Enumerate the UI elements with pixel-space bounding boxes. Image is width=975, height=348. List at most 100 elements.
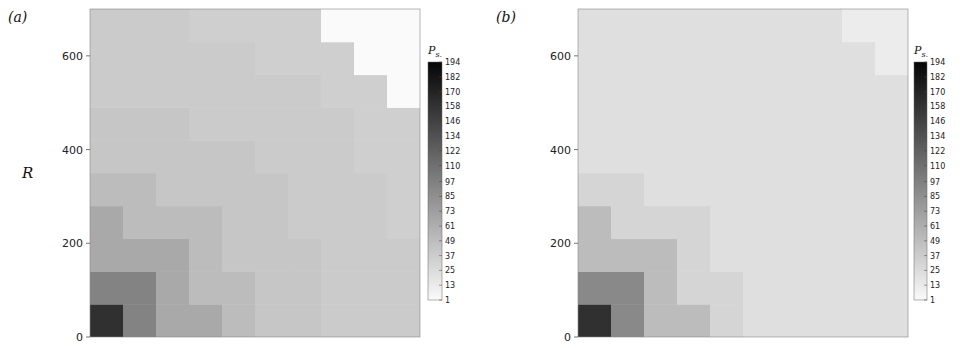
cell	[611, 173, 645, 206]
cell	[354, 173, 388, 206]
cell	[156, 42, 190, 75]
cell	[222, 107, 256, 140]
cell	[809, 239, 843, 272]
figure: 0200400600(a)R11325374961738597110122134…	[0, 0, 975, 348]
cell	[743, 173, 777, 206]
cell	[189, 107, 223, 140]
colorbar-tick	[924, 300, 927, 301]
colorbar-tick	[439, 196, 442, 197]
cell	[743, 206, 777, 239]
cell	[875, 42, 908, 75]
colorbar-tick-label: 1	[445, 296, 450, 305]
cell	[123, 107, 157, 140]
frame	[90, 9, 420, 337]
cell	[842, 42, 876, 75]
colorbar-tick-label: 49	[930, 237, 940, 246]
cell	[611, 75, 645, 108]
colorbar-tick-label: 85	[930, 192, 940, 201]
colorbar-tick-label: 146	[445, 117, 460, 126]
cell	[189, 271, 223, 304]
y-tick-label: 400	[62, 144, 83, 157]
cell	[644, 42, 678, 75]
y-tick	[574, 243, 578, 244]
cell	[776, 239, 810, 272]
cell	[875, 206, 908, 239]
cell	[255, 239, 289, 272]
cell	[644, 206, 678, 239]
colorbar-tick-label: 13	[930, 281, 940, 290]
cell	[255, 271, 289, 304]
cell	[123, 304, 157, 337]
colorbar-tick-label: 85	[445, 192, 455, 201]
cell	[842, 271, 876, 304]
cell	[644, 107, 678, 140]
cell	[710, 107, 744, 140]
colorbar-tick	[439, 76, 442, 77]
cell	[644, 304, 678, 337]
cell	[255, 107, 289, 140]
cell	[222, 304, 256, 337]
cell	[776, 75, 810, 108]
colorbar-tick-label: 134	[930, 132, 945, 141]
y-tick	[574, 149, 578, 150]
panel: 0200400600(b)113253749617385971101221341…	[496, 9, 945, 344]
cell	[710, 239, 744, 272]
cell	[809, 42, 843, 75]
colorbar-tick-label: 73	[930, 207, 940, 216]
cell	[875, 9, 908, 42]
cell	[710, 140, 744, 173]
colorbar-tick-label: 97	[445, 178, 455, 187]
cell	[387, 271, 420, 304]
cell	[875, 304, 908, 337]
cell	[354, 107, 388, 140]
cell	[354, 9, 388, 42]
cell	[710, 42, 744, 75]
cell	[354, 271, 388, 304]
cell	[321, 75, 355, 108]
cell	[842, 107, 876, 140]
cell	[875, 75, 908, 108]
cell	[743, 9, 777, 42]
cell	[776, 271, 810, 304]
cell	[710, 9, 744, 42]
colorbar-tick-label: 49	[445, 237, 455, 246]
cell	[354, 239, 388, 272]
colorbar-tick-label: 110	[445, 162, 460, 171]
colorbar-tick	[439, 211, 442, 212]
cell	[387, 140, 420, 173]
cell	[611, 9, 645, 42]
cell	[644, 271, 678, 304]
colorbar-tick	[439, 62, 442, 63]
cell	[321, 304, 355, 337]
colorbar-tick-label: 110	[930, 162, 945, 171]
cell	[387, 9, 420, 42]
colorbar-tick-label: 1	[930, 296, 935, 305]
cell	[354, 206, 388, 239]
cell	[387, 304, 420, 337]
y-tick	[574, 337, 578, 338]
cell	[875, 107, 908, 140]
colorbar-tick-label: 158	[445, 102, 460, 111]
heatmap	[578, 9, 908, 337]
cell	[189, 173, 223, 206]
cell	[222, 9, 256, 42]
y-tick	[86, 243, 90, 244]
cell	[710, 271, 744, 304]
cell	[611, 107, 645, 140]
frame	[578, 9, 908, 337]
colorbar-tick	[924, 270, 927, 271]
colorbar-tick	[439, 181, 442, 182]
colorbar-tick-label: 61	[445, 222, 455, 231]
cell	[189, 75, 223, 108]
colorbar-tick	[924, 76, 927, 77]
colorbar-tick-label: 37	[930, 252, 940, 261]
cell	[354, 75, 388, 108]
cell	[578, 173, 612, 206]
colorbar-tick-label: 73	[445, 207, 455, 216]
cell	[123, 206, 157, 239]
cell	[578, 42, 612, 75]
cell	[156, 304, 190, 337]
cell	[875, 140, 908, 173]
cell	[578, 75, 612, 108]
colorbar-tick	[924, 135, 927, 136]
